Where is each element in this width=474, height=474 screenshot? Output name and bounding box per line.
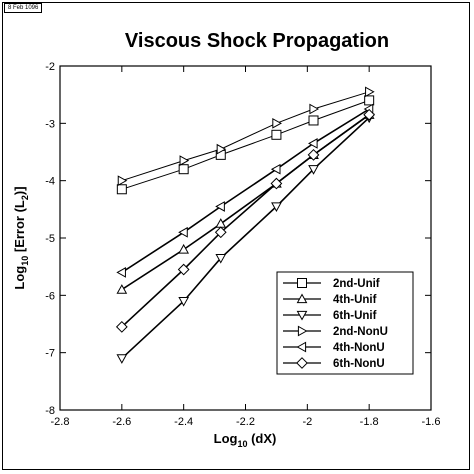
data-point [364, 95, 375, 106]
legend: 2nd-Unif 4th-Unif 6th-Unif 2nd-NonU 4th-NonU… [276, 271, 414, 375]
data-point [271, 129, 282, 140]
data-point [215, 201, 225, 212]
chart-title: Viscous Shock Propagation [125, 30, 389, 52]
y-axis-label-mid: [Error (L [12, 200, 27, 256]
data-point [116, 354, 128, 364]
data-point [296, 310, 308, 321]
data-point [296, 357, 308, 369]
y-axis-label: Log10 [Error (L2)] [12, 186, 30, 289]
data-point [177, 263, 190, 276]
data-point [308, 115, 319, 126]
legend-box [276, 271, 414, 375]
series-line [121, 91, 370, 182]
x-axis-label-post: (dX) [247, 431, 276, 446]
data-point [115, 320, 128, 333]
y-tick-label: -7 [45, 348, 55, 360]
figure-frame [2, 2, 470, 470]
legend-label: 2nd-Unif [333, 278, 380, 290]
data-point [365, 86, 375, 98]
series-2nd-unif [116, 95, 375, 195]
data-point [272, 117, 282, 129]
series-4th-nonu [116, 103, 374, 278]
data-point [178, 226, 188, 238]
data-point [296, 293, 308, 304]
data-point [307, 148, 320, 161]
legend-entry: 2nd-NonU [283, 325, 388, 338]
data-point [116, 267, 126, 278]
y-axis-label-pre: Log [12, 266, 27, 290]
data-point [271, 202, 282, 212]
data-point [214, 226, 227, 239]
data-point [297, 325, 308, 337]
y-tick-label: -8 [45, 405, 55, 417]
series-2nd-nonu [117, 86, 375, 187]
y-tick-label: -6 [45, 290, 55, 302]
data-point [309, 103, 320, 115]
data-point [216, 143, 227, 155]
series-line [121, 108, 370, 274]
x-axis-label-sub: 10 [237, 439, 247, 449]
x-axis-label: Log10 (dX) [214, 431, 277, 449]
legend-entry: 4th-NonU [283, 341, 385, 354]
x-tick-label: -2.6 [112, 416, 131, 428]
data-point [307, 138, 318, 149]
series-line [121, 117, 370, 359]
series-6th-unif [116, 113, 375, 364]
data-point [363, 108, 376, 121]
x-tick-label: -2.2 [236, 416, 255, 428]
y-tick-label: -4 [45, 176, 55, 188]
legend-label: 2nd-NonU [333, 326, 388, 338]
y-tick-label: -5 [45, 233, 55, 245]
series-line [121, 99, 370, 190]
x-axis-label-pre: Log [214, 431, 238, 446]
series-layer [115, 86, 376, 364]
data-point [116, 284, 128, 294]
legend-entry: 6th-NonU [283, 357, 385, 370]
series-6th-nonu [115, 108, 376, 333]
data-point [178, 164, 189, 175]
y-axis-label-post: )] [12, 186, 27, 195]
x-tick-label: -2.4 [174, 416, 193, 428]
x-tick-label: -2.8 [51, 416, 70, 428]
data-point [179, 155, 190, 166]
legend-label: 4th-Unif [333, 294, 377, 306]
data-point [270, 163, 281, 175]
legend-entry: 6th-Unif [283, 310, 377, 322]
data-point [296, 341, 307, 353]
legend-label: 6th-NonU [333, 358, 385, 370]
data-point [178, 243, 190, 254]
x-tick-label: -1.8 [360, 416, 379, 428]
y-axis-label-sub2: 2 [20, 195, 30, 200]
x-tick-label: -1.6 [422, 416, 441, 428]
data-point [116, 184, 127, 195]
y-axis-label-sub: 10 [20, 256, 30, 266]
legend-entry: 4th-Unif [283, 293, 377, 306]
data-point [297, 278, 307, 288]
data-point [270, 177, 283, 190]
y-tick-label: -2 [45, 61, 55, 73]
data-point [215, 218, 227, 228]
x-tick-label: -2 [302, 416, 312, 428]
corner-tag: 8 Feb 1096 [4, 3, 43, 13]
data-point [308, 165, 319, 175]
data-point [178, 296, 190, 307]
axis-ticks: -2.8 -2.6 -2.4 -2.2 -2 -1.8 -1.6 -8 -7 -6 -5 -4 -3 -2 [45, 61, 440, 428]
legend-label: 4th-NonU [333, 342, 385, 354]
y-tick-label: -3 [45, 118, 55, 130]
legend-entry: 2nd-Unif [283, 278, 380, 290]
legend-label: 6th-Unif [333, 310, 377, 322]
data-point [117, 175, 128, 187]
data-point [215, 253, 227, 264]
series-line [121, 114, 370, 328]
